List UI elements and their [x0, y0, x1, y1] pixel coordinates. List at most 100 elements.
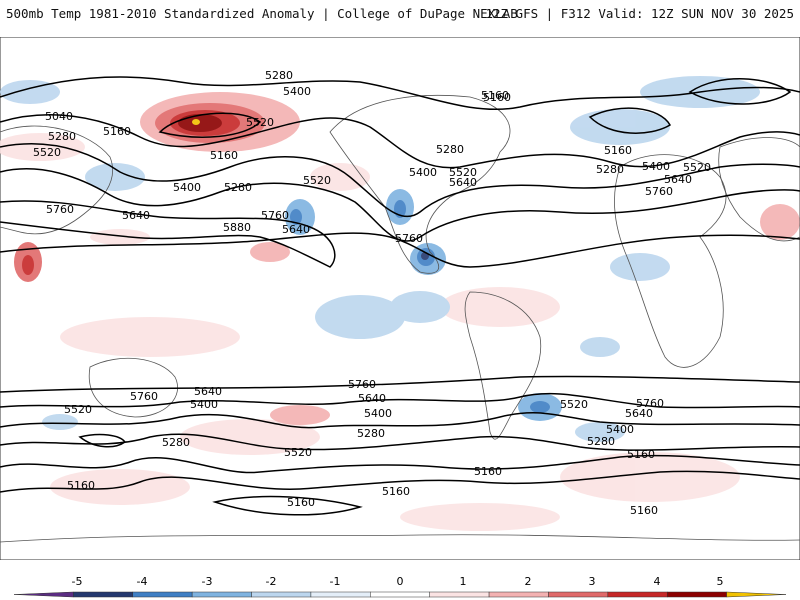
cold-anomaly-region	[390, 291, 450, 323]
contour-line	[0, 433, 800, 451]
contour-label: 5280	[596, 163, 624, 176]
contour-label: 5760	[395, 232, 423, 245]
colorbar-tick: 5	[717, 575, 724, 588]
cold-anomaly-region	[570, 109, 670, 145]
contour-label: 5280	[265, 69, 293, 82]
contour-line	[0, 375, 800, 393]
colorbar-tick: 0	[397, 575, 404, 588]
contour-line	[0, 470, 800, 493]
warm-anomaly-region	[310, 163, 370, 191]
height-contours	[0, 76, 800, 516]
contour-line	[0, 392, 800, 409]
contour-label: 5760	[645, 185, 673, 198]
contour-label: 5640	[664, 173, 692, 186]
contour-label: 5160	[474, 465, 502, 478]
north-america-outline	[329, 94, 511, 274]
colorbar-segment	[73, 591, 134, 598]
cold-anomaly-region	[290, 209, 302, 225]
colorbar-segments	[13, 591, 787, 598]
contour-label: 5760	[130, 390, 158, 403]
colorbar-segment	[488, 591, 549, 598]
contour-label: 5520	[64, 403, 92, 416]
colorbar-segment	[429, 591, 490, 598]
contour-label: 5280	[162, 436, 190, 449]
contour-label: 5520	[246, 116, 274, 129]
contour-label: 5400	[409, 166, 437, 179]
contour-line	[0, 114, 800, 169]
contour-label: 5160	[481, 89, 509, 102]
cold-anomaly-region	[315, 295, 405, 339]
contour-label: 5640	[625, 407, 653, 420]
south-america-outline	[464, 291, 542, 440]
colorbar-segment	[13, 591, 74, 598]
contour-line	[0, 168, 800, 242]
asia-outline	[0, 125, 113, 235]
colorbar-tick: 4	[654, 575, 661, 588]
cold-anomaly-region	[42, 414, 78, 430]
map-title: 500mb Temp 1981-2010 Standardized Anomal…	[6, 6, 518, 21]
contour-label: 5400	[283, 85, 311, 98]
warm-anomaly-region	[22, 255, 34, 275]
contour-label: 5520	[33, 146, 61, 159]
warm-anomaly-region	[250, 242, 290, 262]
warm-anomaly-region	[270, 405, 330, 425]
colorbar-tick: -3	[202, 575, 213, 588]
warm-anomaly-region	[192, 119, 200, 125]
contour-label: 5400	[173, 181, 201, 194]
contour-label: 5160	[627, 448, 655, 461]
warm-anomaly-region	[178, 114, 222, 132]
warm-anomaly-region	[560, 452, 740, 502]
contour-line	[688, 78, 792, 105]
antarctica-outline	[0, 534, 800, 543]
contour-label: 5280	[357, 427, 385, 440]
contour-label: 5040	[45, 110, 73, 123]
asia-east-outline	[718, 137, 800, 242]
colorbar-tick: -4	[137, 575, 148, 588]
contour-label: 5280	[48, 130, 76, 143]
contour-labels: 5280 5400 5520 5160 5040 5160 5280 5520 …	[33, 69, 711, 517]
contour-line	[0, 454, 800, 474]
colorbar-tick: 2	[525, 575, 532, 588]
warm-anomaly-region	[0, 133, 85, 161]
contour-line	[78, 433, 127, 448]
australia-outline	[88, 357, 178, 418]
contour-label: 5160	[382, 485, 410, 498]
contour-line	[0, 76, 800, 111]
warm-anomaly-region	[60, 317, 240, 357]
contour-label: 5640	[282, 223, 310, 236]
contour-label: 5400	[642, 160, 670, 173]
contour-label: 5160	[103, 125, 131, 138]
contour-label: 5760	[46, 203, 74, 216]
contour-label: 5400	[606, 423, 634, 436]
colorbar-tick: -2	[266, 575, 277, 588]
colorbar-tick: -5	[72, 575, 83, 588]
contour-label: 5520	[303, 174, 331, 187]
contour-label: 5160	[630, 504, 658, 517]
colorbar-tick: -1	[330, 575, 341, 588]
contour-label: 5280	[224, 181, 252, 194]
contour-label: 5280	[436, 143, 464, 156]
colorbar-segment	[548, 591, 609, 598]
contour-label: 5160	[67, 479, 95, 492]
cold-anomaly-region	[85, 163, 145, 191]
contour-label: 5520	[683, 161, 711, 174]
contour-label: 5520	[560, 398, 588, 411]
contour-label: 5280	[587, 435, 615, 448]
warm-anomaly-region	[90, 229, 150, 245]
colorbar-segment	[726, 591, 787, 598]
colorbar-segment	[132, 591, 193, 598]
coastlines	[0, 94, 800, 543]
contour-label: 5760	[348, 378, 376, 391]
contour-line	[0, 143, 800, 218]
colorbar: -5 -4 -3 -2 -1 0 1 2 3 4 5	[13, 575, 787, 598]
contour-line	[588, 107, 672, 134]
contour-line	[0, 412, 800, 429]
model-run-info: 12Z GFS | F312 Valid: 12Z SUN NOV 30 202…	[485, 6, 794, 21]
contour-line	[158, 112, 262, 138]
warm-anomaly-region	[760, 204, 800, 240]
contour-line	[0, 200, 336, 268]
contour-label: 5880	[223, 221, 251, 234]
cold-anomaly-region	[610, 253, 670, 281]
contour-label: 5160	[604, 144, 632, 157]
colorbar-segment	[251, 591, 312, 598]
